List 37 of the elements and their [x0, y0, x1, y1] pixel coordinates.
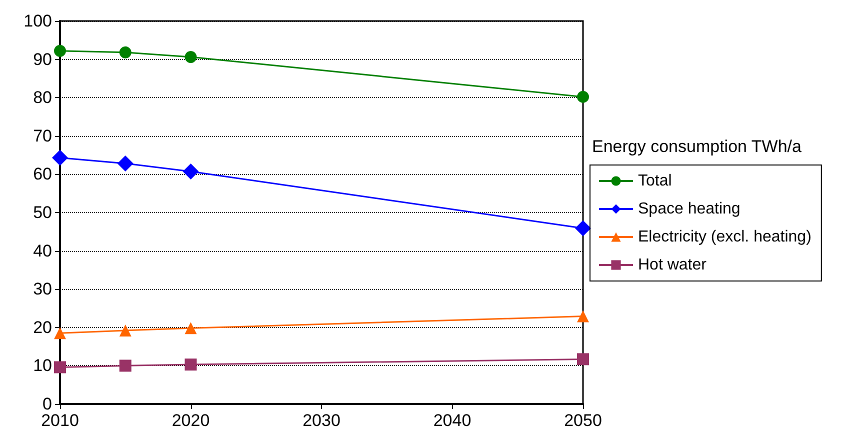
point: [577, 310, 589, 322]
point: [117, 155, 134, 172]
y-tick-label: 30: [33, 280, 52, 299]
x-tick-label: 2040: [433, 411, 472, 430]
point: [119, 46, 132, 58]
point: [119, 324, 132, 336]
point: [575, 220, 591, 236]
y-tick-label: 20: [33, 318, 52, 337]
y-tick-label: 70: [33, 126, 52, 146]
x-tick-label: 2030: [302, 411, 340, 430]
y-tick-label: 60: [33, 164, 52, 184]
y-tick-label: 50: [33, 203, 52, 222]
y-tick-label: 90: [33, 50, 52, 69]
point: [54, 361, 66, 374]
point: [54, 327, 66, 340]
x-tick-label: 2020: [172, 411, 210, 430]
legend-label: Electricity (excl. heating): [638, 228, 812, 246]
point: [182, 164, 199, 180]
legend-label: Hot water: [638, 256, 708, 274]
y-tick-label: 10: [33, 356, 52, 376]
point: [184, 51, 197, 63]
y-tick-label: 80: [33, 88, 52, 108]
y-tick-label: 0: [42, 394, 52, 414]
y-tick-label: 100: [24, 12, 52, 30]
point: [184, 322, 197, 334]
x-tick-label: 2050: [564, 411, 602, 430]
x-tick-label: 2010: [41, 411, 79, 430]
legend-label: Total: [638, 172, 672, 190]
point: [119, 360, 132, 372]
point: [184, 358, 197, 371]
legend-label: Space heating: [638, 200, 740, 218]
point: [52, 150, 68, 166]
point: [577, 353, 589, 366]
point: [577, 90, 589, 103]
y-tick-label: 40: [33, 241, 52, 260]
point: [54, 44, 66, 57]
legend-title: Energy consumption TWh/a: [592, 137, 802, 156]
